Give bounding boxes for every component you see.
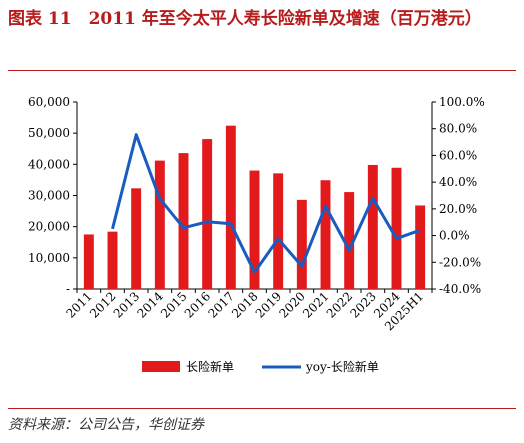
bar	[83, 234, 94, 289]
legend-swatch-bar	[142, 361, 180, 372]
chart-title: 图表 11 2011 年至今太平人寿长险新单及增速（百万港元）	[8, 9, 482, 29]
y-left-tick-label: 40,000	[28, 157, 70, 171]
x-tick-label: 2023	[347, 289, 378, 320]
y-left-tick-label: 20,000	[28, 220, 70, 234]
source-divider	[8, 408, 516, 409]
yoy-line	[111, 133, 421, 274]
x-tick-label: 2018	[229, 289, 260, 320]
y-left-tick-label: -	[66, 282, 70, 296]
x-tick-label: 2012	[87, 289, 118, 320]
x-tick-label: 2017	[205, 289, 236, 320]
x-tick-label: 2021	[300, 289, 331, 320]
bar	[107, 231, 118, 289]
y-left-tick-label: 60,000	[28, 95, 70, 109]
title-divider	[8, 70, 516, 71]
y-right-tick-label: 20.0%	[439, 202, 477, 216]
bar	[249, 170, 260, 289]
y-left-tick-label: 30,000	[28, 189, 70, 203]
x-tick-label: 2015	[158, 289, 189, 320]
x-tick-label: 2020	[276, 289, 307, 320]
bar	[154, 160, 165, 289]
y-right-tick-label: 40.0%	[439, 175, 477, 189]
bar	[296, 199, 307, 289]
x-tick-label: 2016	[182, 289, 213, 320]
x-tick-label: 2013	[111, 289, 142, 320]
bar	[391, 167, 402, 289]
y-right-tick-label: 80.0%	[439, 122, 477, 136]
bar	[202, 139, 213, 289]
y-right-tick-label: 60.0%	[439, 148, 477, 162]
y-right-tick-label: -40.0%	[439, 282, 481, 296]
y-left-tick-label: 50,000	[28, 126, 70, 140]
bar	[367, 164, 378, 289]
y-right-tick-label: -20.0%	[439, 255, 481, 269]
bar	[415, 205, 426, 289]
legend-label-line: yoy-长险新单	[305, 359, 379, 374]
bar	[131, 188, 142, 289]
legend-label-bar: 长险新单	[186, 359, 234, 374]
bar	[344, 192, 355, 289]
source-note: 资料来源：公司公告，华创证券	[8, 417, 204, 433]
y-right-tick-label: 100.0%	[439, 95, 485, 109]
x-tick-label: 2014	[134, 289, 166, 321]
bar	[225, 125, 236, 289]
x-tick-label: 2022	[324, 289, 355, 320]
bar	[178, 153, 189, 289]
bar	[320, 180, 331, 289]
bar	[273, 173, 284, 289]
y-right-tick-label: 0.0%	[439, 229, 470, 243]
x-tick-label: 2019	[253, 289, 284, 320]
y-left-tick-label: 10,000	[28, 251, 70, 265]
